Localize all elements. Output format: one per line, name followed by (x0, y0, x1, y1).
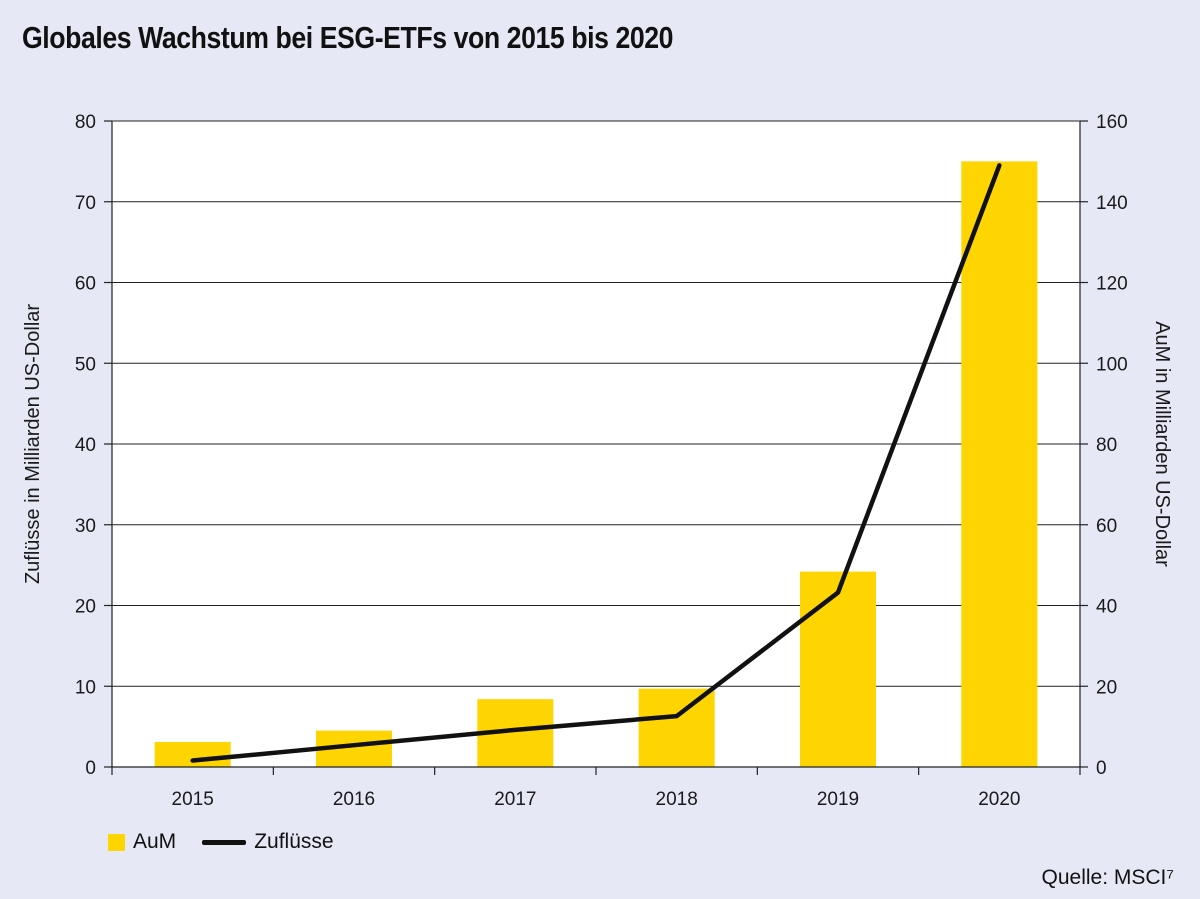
bar-2020 (961, 161, 1038, 767)
y-left-tick-label: 80 (75, 112, 96, 133)
line-series (190, 163, 1002, 763)
legend-swatch-zufluesse (202, 839, 247, 845)
y-right-tick-label: 140 (1096, 193, 1128, 214)
y-left-tick-label: 30 (75, 516, 96, 537)
x-tick-label: 2018 (656, 789, 698, 810)
legend-label-zufluesse: Zuflüsse (254, 830, 334, 853)
gridlines (112, 120, 1080, 687)
legend-label-aum: AuM (133, 830, 177, 853)
y-left-tick-label: 50 (75, 354, 96, 375)
y-left-tick-label: 60 (75, 274, 96, 295)
x-tick-label: 2016 (333, 789, 375, 810)
y-left-tick-label: 0 (85, 758, 96, 779)
y-axis-right-title: AuM in Milliarden US-Dollar (1151, 321, 1173, 567)
x-tick-label: 2017 (494, 789, 536, 810)
y-right-tick-label: 160 (1096, 112, 1128, 133)
legend: AuM Zuflüsse (108, 830, 360, 854)
y-right-tick-label: 60 (1096, 516, 1117, 537)
legend-item-aum: AuM (108, 830, 176, 854)
chart-title: Globales Wachstum bei ESG-ETFs von 2015 … (22, 20, 674, 55)
y-right-tick-label: 0 (1096, 758, 1107, 779)
bar-2015 (154, 741, 231, 767)
bar-2019 (800, 571, 876, 767)
y-left-tick-label: 20 (75, 597, 96, 618)
y-right-tick-label: 120 (1096, 274, 1128, 295)
x-tick-label: 2015 (172, 789, 214, 810)
y-left-tick-label: 10 (75, 677, 96, 698)
y-right-tick-label: 40 (1096, 597, 1117, 618)
y-right-tick-label: 20 (1096, 677, 1117, 698)
y-right-tick-label: 80 (1096, 435, 1117, 456)
y-right-tick-label: 100 (1096, 354, 1128, 375)
x-tick-label: 2019 (817, 789, 859, 810)
y-axis-left-title: Zuflüsse in Milliarden US-Dollar (22, 304, 44, 584)
y-left-tick-label: 70 (75, 193, 96, 214)
legend-swatch-aum (108, 833, 125, 851)
source-note: Quelle: MSCI⁷ (1041, 866, 1174, 889)
tick-labels: 0 10 20 30 40 50 60 70 80 0 20 40 60 80 100 120 140 160 20… (75, 112, 1128, 810)
y-left-tick-label: 40 (75, 435, 96, 456)
x-tick-label: 2020 (978, 789, 1020, 810)
legend-item-zufluesse: Zuflüsse (202, 830, 334, 854)
line-zufluesse (190, 163, 1002, 763)
bar-2018 (638, 688, 715, 767)
